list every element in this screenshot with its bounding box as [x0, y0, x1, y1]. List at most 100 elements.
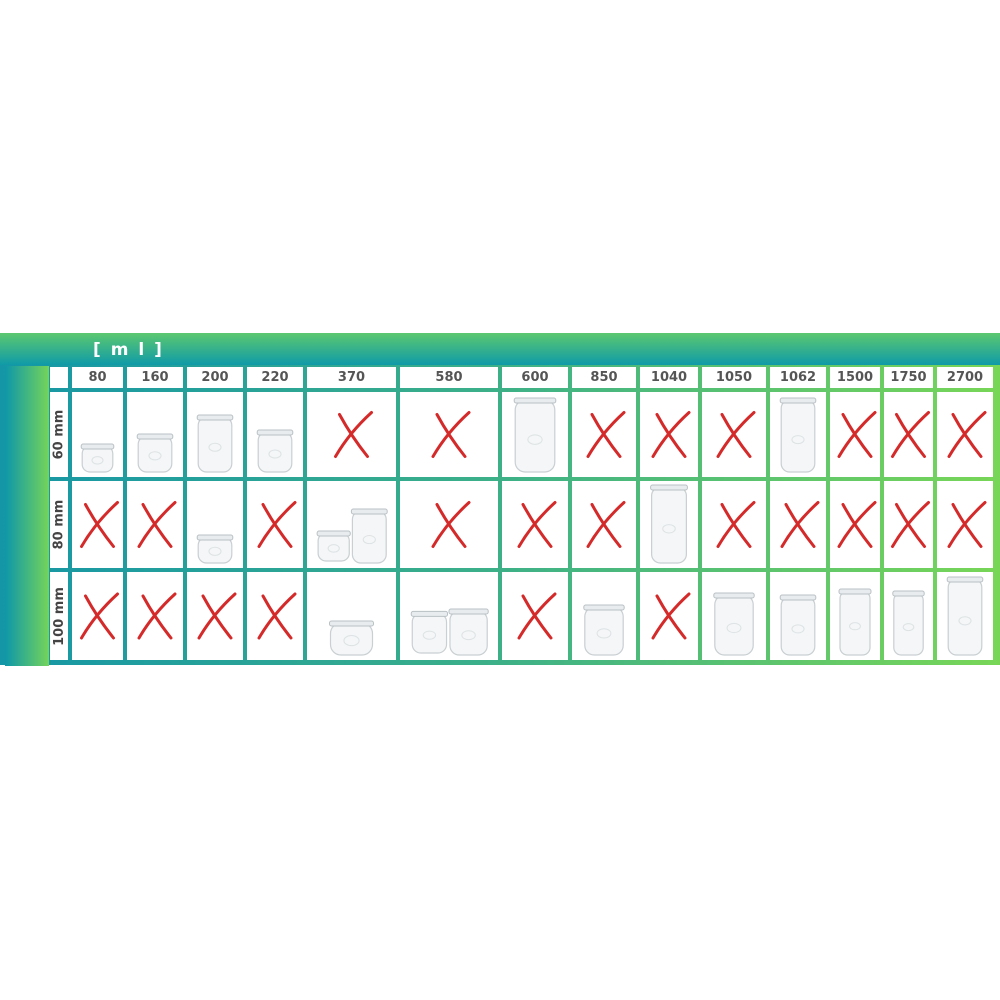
grid-cell: [307, 392, 396, 477]
glass-jar-icon: [80, 443, 115, 473]
grid-cell: [937, 572, 993, 660]
glass-jar-icon: [946, 576, 984, 656]
grid-cell: [884, 572, 933, 660]
red-x-icon: [197, 592, 237, 640]
grid-cell: [307, 481, 396, 568]
grid-cell: [400, 392, 498, 477]
glass-jar-icon: [329, 620, 374, 656]
grid-cell: [937, 481, 993, 568]
glass-jar-icon: [779, 594, 817, 656]
grid-cell: [187, 572, 243, 660]
glass-jar-icon: [713, 592, 755, 656]
red-x-icon: [651, 411, 691, 458]
grid-cell: [127, 572, 183, 660]
glass-jar-icon: [256, 429, 294, 473]
red-x-icon: [80, 501, 119, 548]
grid-cell: [72, 392, 123, 477]
grid-cell: [400, 481, 498, 568]
grid-cell: [770, 392, 826, 477]
glass-jar-icon: [583, 604, 625, 656]
volume-header: 200: [187, 367, 243, 388]
grid-cell: [187, 392, 243, 477]
header-bar: [0, 333, 1000, 365]
grid-cell: [247, 572, 303, 660]
volume-header: 370: [307, 367, 396, 388]
grid-cell: [307, 572, 396, 660]
volume-header: 220: [247, 367, 303, 388]
left-gradient-bar: [5, 366, 49, 666]
volume-header: 2700: [937, 367, 993, 388]
red-x-icon: [651, 592, 691, 640]
volume-header: 580: [400, 367, 498, 388]
red-x-icon: [716, 411, 756, 458]
volume-header: 1040: [640, 367, 698, 388]
grid-cell: [702, 572, 766, 660]
volume-header: 850: [572, 367, 636, 388]
row-label-text: 100 mm: [51, 586, 67, 646]
grid-cell: [830, 572, 880, 660]
glass-jar-icon: [350, 508, 388, 564]
grid-cell: [400, 572, 498, 660]
grid-cell: [830, 481, 880, 568]
glass-jar-icon: [316, 530, 351, 562]
grid-cell: [502, 392, 568, 477]
red-x-icon: [80, 592, 119, 640]
red-x-icon: [517, 592, 557, 640]
grid-cell: [884, 392, 933, 477]
red-x-icon: [257, 592, 297, 640]
volume-header: 1062: [770, 367, 826, 388]
volume-header: 1500: [830, 367, 880, 388]
grid-cell: [640, 481, 698, 568]
glass-jar-icon: [779, 397, 817, 473]
grid-cell: [502, 481, 568, 568]
red-x-icon: [891, 411, 930, 458]
grid-cell: [640, 392, 698, 477]
corner-cell: [50, 367, 68, 388]
grid-cell: [127, 392, 183, 477]
row-label-text: 80 mm: [51, 499, 67, 550]
grid-cell: [187, 481, 243, 568]
volume-header: 80: [72, 367, 123, 388]
grid-cell: [502, 572, 568, 660]
grid-cell: [770, 572, 826, 660]
grid-cell: [572, 481, 636, 568]
red-x-icon: [137, 592, 177, 640]
glass-jar-icon: [892, 590, 925, 656]
grid-cell: [884, 481, 933, 568]
glass-jar-icon: [838, 588, 872, 656]
red-x-icon: [586, 501, 626, 548]
red-x-icon: [837, 411, 877, 458]
glass-jar-icon: [196, 414, 234, 473]
red-x-icon: [431, 501, 471, 548]
row-label: 100 mm: [50, 572, 68, 660]
grid-cell: [937, 392, 993, 477]
glass-jar-icon: [196, 534, 234, 564]
grid-cell: [72, 481, 123, 568]
red-x-icon: [517, 501, 557, 548]
grid-cell: [572, 572, 636, 660]
grid-cell: [830, 392, 880, 477]
glass-jar-icon: [513, 397, 557, 473]
grid-cell: [127, 481, 183, 568]
glass-jar-icon: [448, 608, 489, 656]
grid-cell: [247, 392, 303, 477]
red-x-icon: [137, 501, 177, 548]
red-x-icon: [780, 501, 820, 548]
red-x-icon: [431, 411, 471, 458]
red-x-icon: [837, 501, 877, 548]
volume-header: 1750: [884, 367, 933, 388]
red-x-icon: [891, 501, 930, 548]
grid-cell: [702, 392, 766, 477]
glass-jar-icon: [136, 433, 174, 473]
glass-jar-icon: [650, 484, 688, 564]
unit-label: [ m l ]: [93, 340, 164, 360]
volume-header: 160: [127, 367, 183, 388]
row-label-text: 60 mm: [51, 409, 67, 460]
row-label: 60 mm: [50, 392, 68, 477]
glass-jar-icon: [410, 610, 449, 654]
grid-cell: [640, 572, 698, 660]
red-x-icon: [257, 501, 297, 548]
grid-cell: [702, 481, 766, 568]
grid-cell: [72, 572, 123, 660]
red-x-icon: [334, 411, 373, 458]
